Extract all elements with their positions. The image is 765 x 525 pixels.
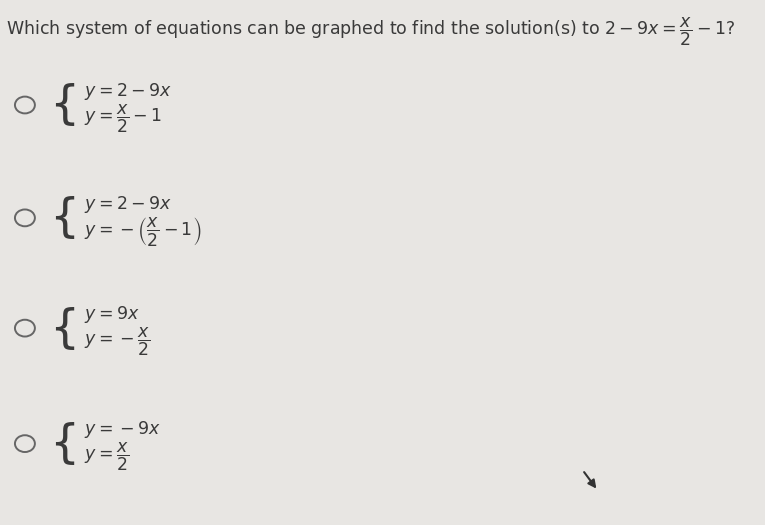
Text: $y=-\dfrac{x}{2}$: $y=-\dfrac{x}{2}$ (84, 326, 151, 358)
Text: Which system of equations can be graphed to find the solution(s) to $2-9x=\dfrac: Which system of equations can be graphed… (6, 16, 735, 48)
Circle shape (15, 435, 35, 452)
Text: $\{$: $\{$ (49, 420, 76, 467)
Text: $y=-\left(\dfrac{x}{2}-1\right)$: $y=-\left(\dfrac{x}{2}-1\right)$ (84, 215, 201, 248)
Text: $\{$: $\{$ (49, 81, 76, 129)
Text: $y=\dfrac{x}{2}-1$: $y=\dfrac{x}{2}-1$ (84, 102, 162, 135)
Text: $\{$: $\{$ (49, 194, 76, 242)
Circle shape (15, 209, 35, 226)
Text: $y=9x$: $y=9x$ (84, 304, 140, 325)
Text: $y=-9x$: $y=-9x$ (84, 419, 161, 440)
Text: $y=2-9x$: $y=2-9x$ (84, 194, 172, 215)
Circle shape (15, 320, 35, 337)
Circle shape (15, 97, 35, 113)
Text: $\{$: $\{$ (49, 304, 76, 352)
Text: $y=\dfrac{x}{2}$: $y=\dfrac{x}{2}$ (84, 441, 129, 474)
Text: $y=2-9x$: $y=2-9x$ (84, 81, 172, 102)
